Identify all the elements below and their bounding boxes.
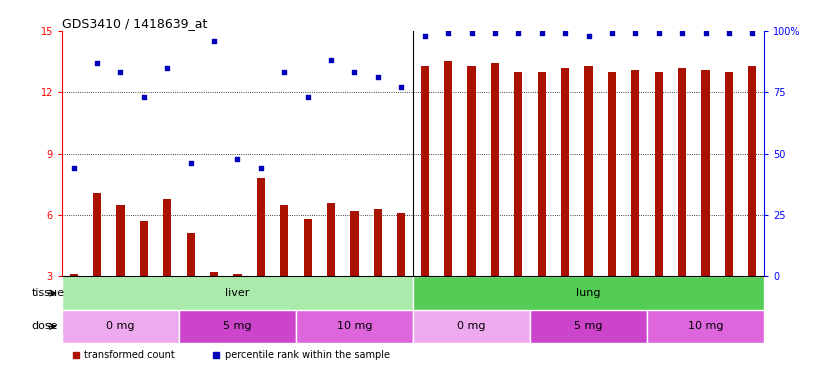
Point xyxy=(535,30,548,36)
Point xyxy=(67,165,80,171)
Point xyxy=(207,38,221,44)
Bar xyxy=(179,310,296,343)
Point xyxy=(114,70,127,76)
Bar xyxy=(62,310,179,343)
Point xyxy=(582,33,595,39)
Point xyxy=(395,84,408,90)
Text: GDS3410 / 1418639_at: GDS3410 / 1418639_at xyxy=(62,17,207,30)
Point xyxy=(488,30,501,36)
Bar xyxy=(515,72,522,276)
Bar xyxy=(413,310,530,343)
Bar xyxy=(116,205,125,276)
Bar xyxy=(397,213,406,276)
Text: liver: liver xyxy=(225,288,249,298)
Bar xyxy=(608,72,616,276)
Text: 0 mg: 0 mg xyxy=(107,321,135,331)
Text: percentile rank within the sample: percentile rank within the sample xyxy=(225,349,390,359)
Bar xyxy=(655,72,662,276)
Bar xyxy=(647,310,764,343)
Bar xyxy=(62,276,413,310)
Bar xyxy=(585,66,592,276)
Bar xyxy=(140,221,148,276)
Bar xyxy=(257,178,265,276)
Text: tissue: tissue xyxy=(31,288,64,298)
Point xyxy=(325,57,338,63)
Text: lung: lung xyxy=(577,288,601,298)
Bar xyxy=(538,72,546,276)
Bar xyxy=(631,70,639,276)
Bar xyxy=(701,70,710,276)
Point xyxy=(629,30,642,36)
Point xyxy=(441,30,454,36)
Text: 10 mg: 10 mg xyxy=(337,321,373,331)
Point xyxy=(558,30,572,36)
Bar xyxy=(413,276,764,310)
Bar xyxy=(164,199,171,276)
Point xyxy=(722,30,735,36)
Bar xyxy=(748,66,757,276)
Point xyxy=(465,30,478,36)
Bar xyxy=(234,275,241,276)
Bar xyxy=(280,205,288,276)
Bar xyxy=(420,66,429,276)
Point xyxy=(230,156,244,162)
Text: 0 mg: 0 mg xyxy=(458,321,486,331)
Bar xyxy=(304,219,311,276)
Bar xyxy=(210,272,218,276)
Point xyxy=(301,94,314,100)
Bar xyxy=(468,66,476,276)
Bar xyxy=(296,310,413,343)
Bar xyxy=(69,275,78,276)
Point xyxy=(652,30,665,36)
Bar xyxy=(530,310,647,343)
Point xyxy=(605,30,619,36)
Point xyxy=(676,30,689,36)
Text: 5 mg: 5 mg xyxy=(223,321,252,331)
Point xyxy=(746,30,759,36)
Bar xyxy=(561,68,569,276)
Point xyxy=(278,70,291,76)
Point xyxy=(160,65,173,71)
Text: transformed count: transformed count xyxy=(84,349,175,359)
Bar xyxy=(350,211,358,276)
Point xyxy=(511,30,525,36)
Bar xyxy=(444,61,452,276)
Bar xyxy=(725,72,733,276)
Text: 10 mg: 10 mg xyxy=(688,321,724,331)
Point xyxy=(699,30,712,36)
Bar xyxy=(327,203,335,276)
Bar xyxy=(187,233,195,276)
Point xyxy=(90,60,104,66)
Point xyxy=(254,165,268,171)
Bar xyxy=(678,68,686,276)
Point xyxy=(137,94,150,100)
Point xyxy=(348,70,361,76)
Point xyxy=(418,33,431,39)
Point xyxy=(184,161,197,167)
Bar xyxy=(93,192,101,276)
Text: 5 mg: 5 mg xyxy=(574,321,603,331)
Point xyxy=(372,74,385,81)
Bar xyxy=(491,63,499,276)
Text: dose: dose xyxy=(31,321,58,331)
Bar xyxy=(374,209,382,276)
